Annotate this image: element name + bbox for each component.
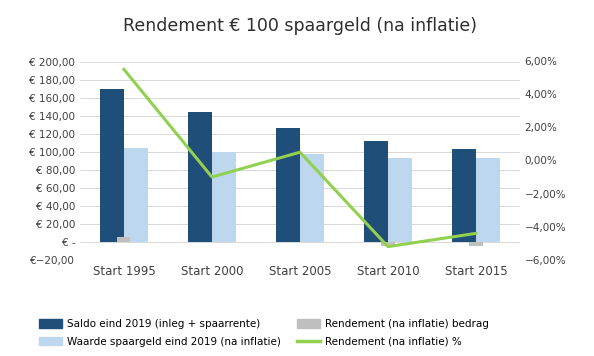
Rendement (na inflatie) % [121,67,128,72]
Line: Rendement (na inflatie) %: Rendement (na inflatie) % [124,69,476,247]
Bar [388,158,412,242]
Rendement (na inflatie) % [208,175,216,179]
Rendement (na inflatie) % [384,245,391,249]
Bar [300,154,324,242]
Bar [381,242,394,246]
Title: Rendement € 100 spaargeld (na inflatie): Rendement € 100 spaargeld (na inflatie) [123,17,477,35]
Bar [188,112,212,242]
Bar [476,158,500,242]
Bar [124,148,148,242]
Bar [100,89,124,242]
Rendement (na inflatie) % [296,150,304,155]
Rendement (na inflatie) % [472,231,479,236]
Bar [452,150,476,242]
Bar [364,141,388,242]
Bar [469,242,482,246]
Bar [118,237,131,242]
Bar [212,152,236,242]
Bar [276,128,300,242]
Legend: Saldo eind 2019 (inleg + spaarrente), Waarde spaargeld eind 2019 (na inflatie), : Saldo eind 2019 (inleg + spaarrente), Wa… [35,315,493,351]
